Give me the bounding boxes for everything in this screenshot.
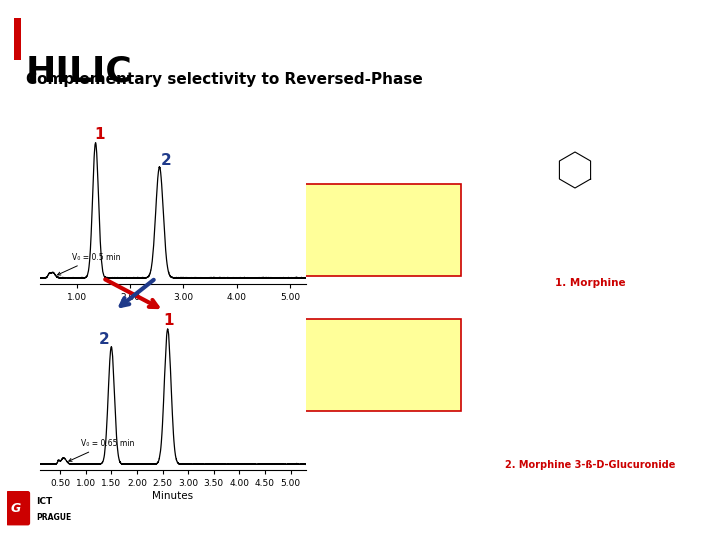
Text: Atlantis: Atlantis <box>307 199 359 212</box>
Text: dC: dC <box>353 334 374 347</box>
Text: G: G <box>11 502 21 515</box>
Text: TM: TM <box>345 196 358 205</box>
Text: TM: TM <box>345 331 358 340</box>
Text: Complementary selectivity to Reversed-Phase: Complementary selectivity to Reversed-Ph… <box>26 72 423 87</box>
Text: HILIC: HILIC <box>26 55 132 89</box>
FancyBboxPatch shape <box>14 18 21 60</box>
Text: ICT: ICT <box>36 497 53 506</box>
Text: 1: 1 <box>94 127 104 142</box>
Text: 4.6 x 50 mm, 3 μm: 4.6 x 50 mm, 3 μm <box>307 225 413 235</box>
Text: V₀ = 0.5 min: V₀ = 0.5 min <box>58 253 120 275</box>
Text: 18: 18 <box>375 337 386 346</box>
Text: V₀ = 0.65 min: V₀ = 0.65 min <box>68 439 134 461</box>
Text: 2% ACN: 2% ACN <box>307 382 359 395</box>
X-axis label: Minutes: Minutes <box>152 491 194 501</box>
Text: PRAGUE: PRAGUE <box>36 512 71 522</box>
Text: 1: 1 <box>163 313 174 328</box>
Text: 4.6 x 50 mm, 3 μm: 4.6 x 50 mm, 3 μm <box>307 360 413 370</box>
Text: 90% to 50% ACN: 90% to 50% ACN <box>307 247 417 260</box>
FancyBboxPatch shape <box>301 184 461 276</box>
Text: 1. Morphine: 1. Morphine <box>554 278 625 288</box>
Text: 2: 2 <box>98 332 109 347</box>
Text: HILIC Silica: HILIC Silica <box>353 199 431 212</box>
FancyBboxPatch shape <box>301 319 461 411</box>
Text: Atlantis: Atlantis <box>307 334 359 347</box>
FancyBboxPatch shape <box>6 491 30 525</box>
Text: 2: 2 <box>161 153 171 168</box>
Text: 2. Morphine 3-ß-D-Glucuronide: 2. Morphine 3-ß-D-Glucuronide <box>505 460 675 470</box>
